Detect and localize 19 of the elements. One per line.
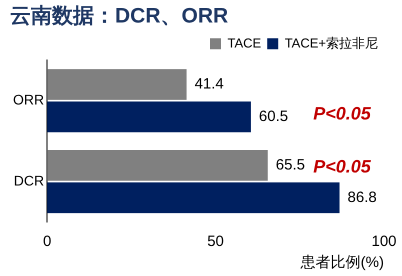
chart-title: 云南数据：DCR、ORR [10, 4, 228, 28]
annotation: P<0.05 [313, 156, 372, 177]
x-axis-title: 患者比例(%) [300, 254, 384, 272]
x-tick-label: 50 [207, 233, 224, 250]
bar [47, 101, 251, 132]
x-tick-label: 100 [371, 233, 397, 250]
y-tick-label: DCR [14, 172, 44, 188]
x-tick-label: 0 [42, 233, 52, 250]
data-label: 65.5 [276, 156, 305, 174]
legend-label: TACE [227, 35, 262, 50]
data-label: 41.4 [194, 76, 224, 93]
annotation: P<0.05 [313, 104, 372, 124]
y-tick-label: ORR [12, 92, 44, 108]
bar [47, 182, 340, 214]
data-label: 60.5 [258, 108, 288, 125]
bar [47, 150, 268, 181]
data-label: 86.8 [348, 188, 377, 206]
bar [47, 69, 187, 100]
legend-label: TACE+索拉非尼 [284, 35, 378, 50]
